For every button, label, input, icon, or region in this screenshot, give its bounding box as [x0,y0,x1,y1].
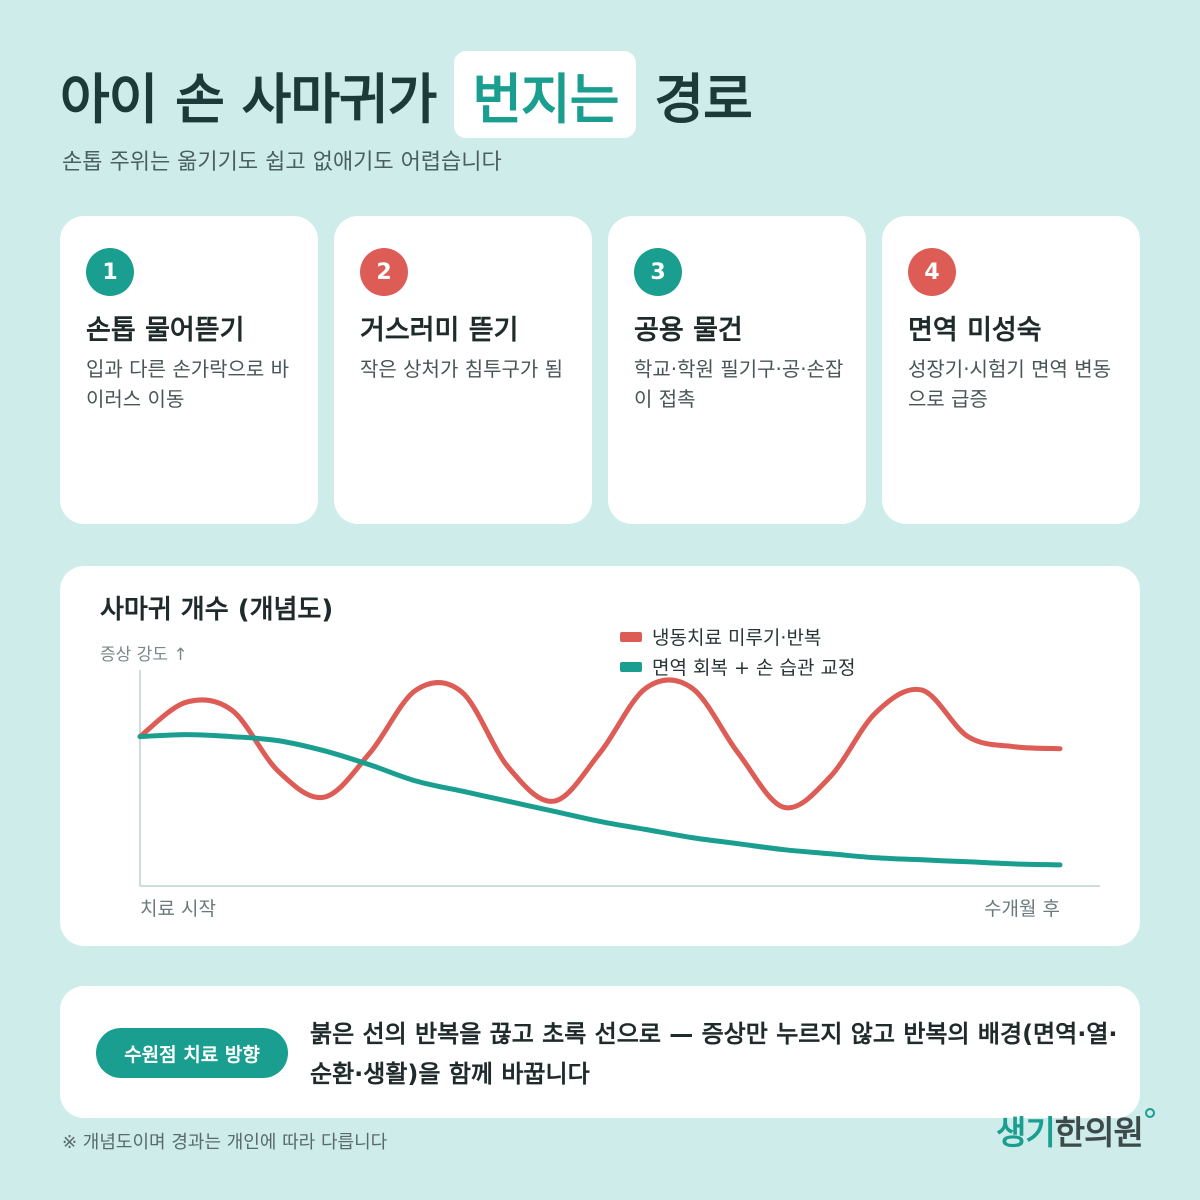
treatment-badge: 수원점 치료 방향 [96,1028,288,1078]
brand-logo: 생기 한의원 [996,1106,1155,1154]
card-hangnail-picking: 2 거스러미 뜯기 작은 상처가 침투구가 됨 [334,216,592,524]
card-number-badge: 4 [908,248,956,296]
series-layer [137,677,1063,868]
page-title: 아이 손 사마귀가 번지는 경로 [60,50,753,138]
card-description: 작은 상처가 침투구가 됨 [360,357,564,381]
title-pre: 아이 손 사마귀가 [60,67,437,131]
footnote: ※ 개념도이며 경과는 개인에 따라 다릅니다 [62,1132,388,1153]
series-line-immune-recovery [137,732,1063,868]
card-title: 손톱 물어뜯기 [86,315,245,346]
card-number-badge: 3 [634,248,682,296]
chart-panel: 사마귀 개수 (개념도) 증상 강도 ↑ 치료 시작 수개월 후 냉동치료 미루… [60,566,1140,946]
page-subtitle: 손톱 주위는 옮기기도 쉽고 없애기도 어렵습니다 [62,150,502,175]
card-title: 공용 물건 [634,315,743,346]
card-shared-objects: 3 공용 물건 학교·학원 필기구·공·손잡이 접촉 [608,216,866,524]
treatment-direction-panel: 수원점 치료 방향 붉은 선의 반복을 끊고 초록 선으로 — 증상만 누르지 … [60,986,1140,1118]
chart-legend: 냉동치료 미루기·반복 면역 회복 + 손 습관 교정 [620,627,855,679]
card-nail-biting: 1 손톱 물어뜯기 입과 다른 손가락으로 바이러스 이동 [60,216,318,524]
title-highlight: 번지는 [454,50,637,138]
brand-part1: 생기 [996,1113,1056,1152]
title-post: 경로 [654,67,752,131]
card-title: 거스러미 뜯기 [360,315,519,346]
chart-svg: 사마귀 개수 (개념도) 증상 강도 ↑ 치료 시작 수개월 후 냉동치료 미루… [100,595,1100,920]
y-axis-label: 증상 강도 ↑ [100,645,188,665]
card-description: 학교·학원 필기구·공·손잡이 접촉 [634,357,844,411]
card-number-badge: 1 [86,248,134,296]
brand-dot-icon [1144,1108,1155,1118]
x-axis-end-label: 수개월 후 [984,898,1060,920]
treatment-text: 붉은 선의 반복을 끊고 초록 선으로 — 증상만 누르지 않고 반복의 배경(… [310,1020,1118,1088]
card-number-badge: 2 [360,248,408,296]
legend-swatch-red [620,632,642,642]
x-axis-start-label: 치료 시작 [140,898,216,920]
legend-swatch-teal [620,662,642,672]
legend-label-teal: 면역 회복 + 손 습관 교정 [652,657,855,679]
legend-label-red: 냉동치료 미루기·반복 [652,627,821,649]
card-immune-immaturity: 4 면역 미성숙 성장기·시험기 면역 변동으로 급증 [882,216,1140,524]
card-description: 성장기·시험기 면역 변동으로 급증 [908,357,1112,411]
card-description: 입과 다른 손가락으로 바이러스 이동 [86,357,290,411]
brand-part2: 한의원 [1054,1113,1144,1152]
series-line-delayed-cryotherapy [137,677,1063,811]
card-title: 면역 미성숙 [908,315,1042,346]
chart-title: 사마귀 개수 (개념도) [100,595,333,625]
